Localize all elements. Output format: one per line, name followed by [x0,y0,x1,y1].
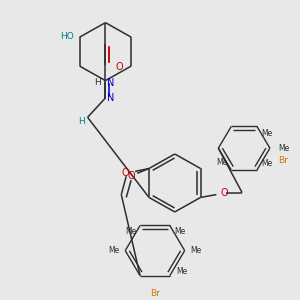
Text: H: H [78,117,85,126]
Text: Br: Br [150,289,160,298]
Text: O: O [128,171,135,181]
Text: Me: Me [176,267,187,276]
Text: O: O [115,62,123,72]
Text: HO: HO [60,32,74,41]
Text: N: N [107,93,115,103]
Text: Me: Me [261,129,272,138]
Text: Me: Me [190,246,202,255]
Text: O: O [122,168,129,178]
Text: Me: Me [261,159,272,168]
Text: N: N [107,77,115,88]
Text: Br: Br [278,156,288,165]
Text: Me: Me [108,246,119,255]
Text: Me: Me [174,227,185,236]
Text: Me: Me [216,158,227,167]
Text: H: H [94,78,101,87]
Text: O: O [220,188,228,198]
Text: Me: Me [278,144,289,153]
Text: Me: Me [125,227,136,236]
